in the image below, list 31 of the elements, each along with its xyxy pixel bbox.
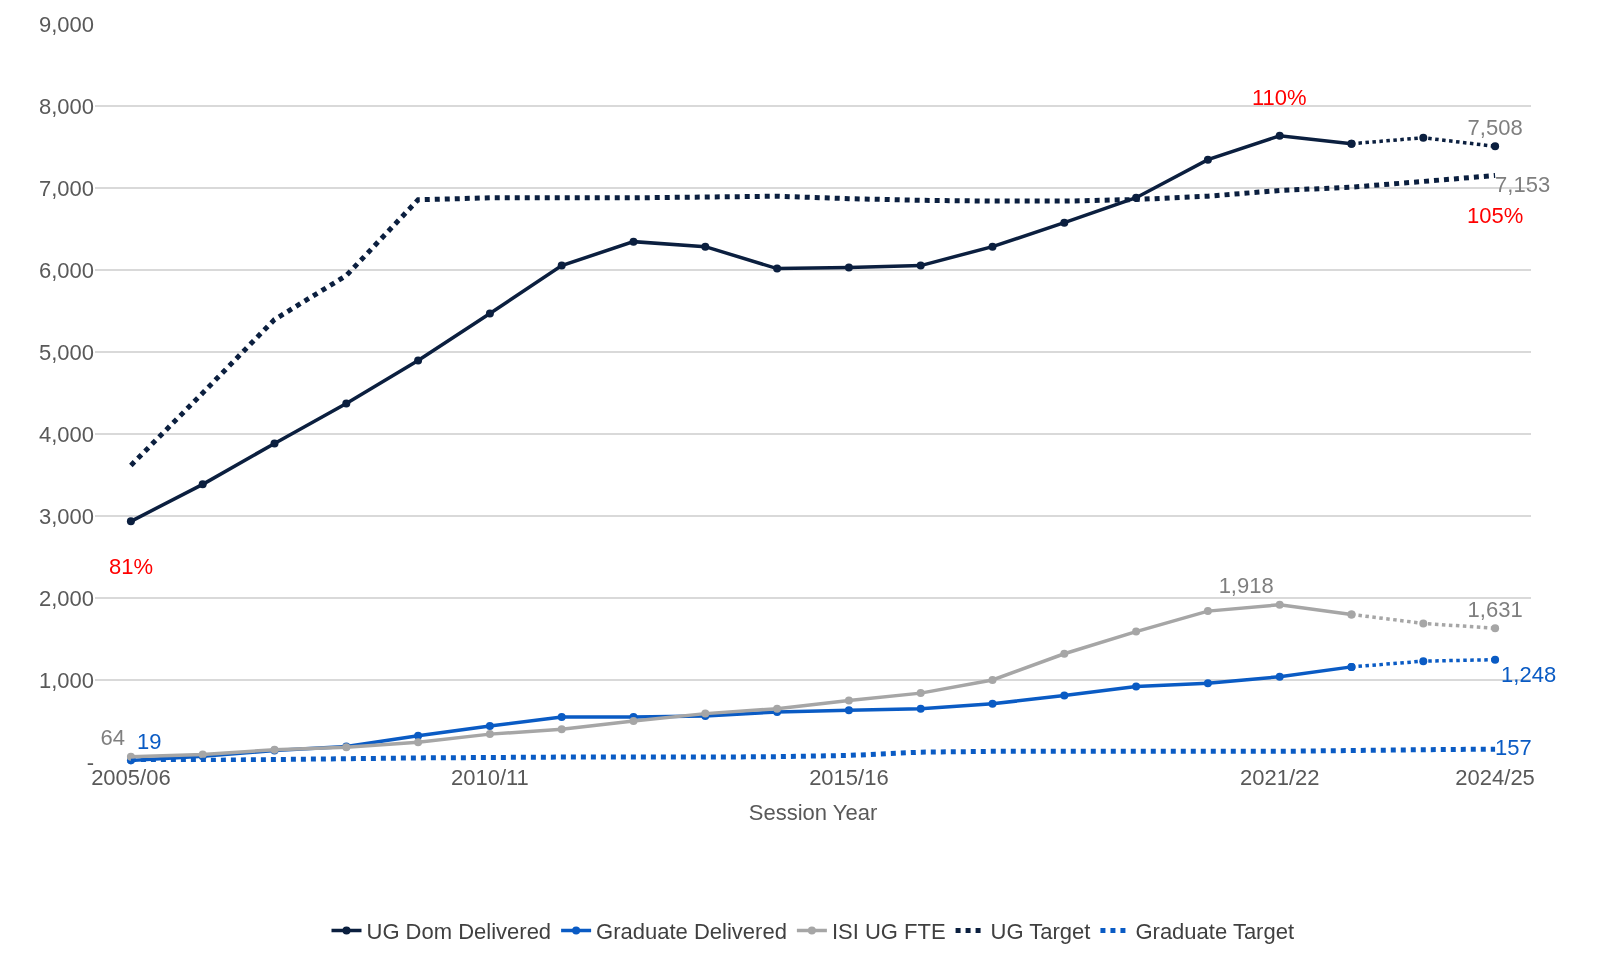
y-tick-label: 4,000 xyxy=(38,421,94,447)
annotation: 110% xyxy=(1252,85,1307,110)
data-label: 1,631 xyxy=(1467,596,1523,622)
y-tick-label: 6,000 xyxy=(38,257,94,283)
annotation: 81% xyxy=(109,554,154,579)
legend-label: UG Dom Delivered xyxy=(366,918,552,944)
annotation: 105% xyxy=(1467,203,1524,228)
x-tick-label: 2021/22 xyxy=(1239,765,1320,790)
data-label: 157 xyxy=(1495,734,1532,760)
x-axis-title: Session Year xyxy=(748,799,878,825)
data-label: 1,918 xyxy=(1218,573,1274,599)
data-label: 1,248 xyxy=(1501,662,1557,688)
legend-label: Graduate Target xyxy=(1135,918,1295,944)
y-tick-label: 8,000 xyxy=(38,93,94,119)
data-label: 64 xyxy=(100,725,125,751)
y-tick-label: 9,000 xyxy=(38,11,94,37)
y-tick-label: 3,000 xyxy=(38,503,94,529)
data-label: 7,508 xyxy=(1467,114,1523,140)
x-tick-label: 2024/25 xyxy=(1455,765,1535,790)
legend-label: ISI UG FTE xyxy=(831,918,946,944)
legend-label: Graduate Delivered xyxy=(596,918,787,944)
x-tick-label: 2005/06 xyxy=(91,765,171,790)
legend-label: UG Target xyxy=(990,918,1091,944)
y-tick-label: 1,000 xyxy=(38,667,94,693)
y-tick-label: 7,000 xyxy=(38,175,94,201)
y-tick-label: 5,000 xyxy=(38,339,94,365)
data-label: 7,153 xyxy=(1495,171,1551,197)
data-label: 19 xyxy=(136,728,162,754)
x-tick-label: 2010/11 xyxy=(450,765,529,790)
y-tick-label: 2,000 xyxy=(38,585,94,611)
x-tick-label: 2015/16 xyxy=(809,765,889,790)
